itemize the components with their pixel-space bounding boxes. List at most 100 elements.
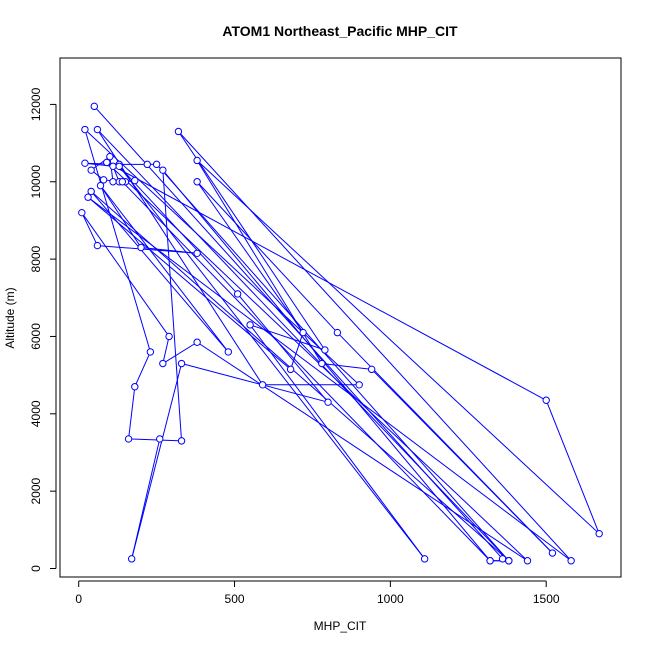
data-point bbox=[333, 328, 342, 337]
data-point bbox=[81, 125, 89, 134]
x-tick-label: 1500 bbox=[533, 592, 560, 606]
series-segment bbox=[84, 129, 360, 386]
data-point bbox=[109, 162, 117, 170]
y-tick-label: 4000 bbox=[29, 400, 43, 427]
data-point bbox=[93, 125, 102, 134]
series-segment bbox=[97, 129, 510, 562]
data-point bbox=[286, 365, 295, 374]
series-segment bbox=[196, 160, 600, 535]
series-segment bbox=[118, 165, 239, 295]
data-point bbox=[542, 396, 550, 404]
y-tick-label: 12000 bbox=[29, 87, 43, 121]
series-segment bbox=[128, 386, 136, 439]
data-point bbox=[159, 359, 167, 368]
series-segment bbox=[162, 170, 183, 441]
y-tick-label: 2000 bbox=[29, 477, 43, 504]
data-point bbox=[324, 398, 332, 406]
data-point bbox=[78, 208, 86, 217]
series-segment bbox=[118, 165, 426, 560]
series-segment bbox=[81, 212, 98, 246]
data-point bbox=[420, 555, 429, 563]
series-segment bbox=[100, 185, 142, 248]
data-point bbox=[321, 346, 329, 354]
data-point bbox=[595, 529, 603, 538]
data-point bbox=[567, 557, 575, 565]
data-point bbox=[152, 160, 161, 169]
series-segment bbox=[249, 324, 426, 560]
x-tick-label: 500 bbox=[225, 592, 245, 606]
data-point bbox=[224, 348, 233, 356]
series-points bbox=[78, 102, 603, 565]
data-point bbox=[193, 178, 201, 186]
data-point bbox=[146, 348, 155, 356]
data-point bbox=[124, 435, 133, 443]
data-point bbox=[159, 166, 167, 174]
data-point bbox=[81, 159, 89, 167]
series-segment bbox=[81, 212, 170, 337]
data-point bbox=[318, 359, 326, 368]
series-segment bbox=[131, 363, 183, 559]
data-point bbox=[367, 365, 376, 374]
data-point bbox=[233, 290, 242, 298]
series-segment bbox=[162, 336, 170, 364]
series-segment bbox=[196, 181, 338, 333]
data-point bbox=[299, 328, 307, 337]
series-segment bbox=[128, 438, 182, 442]
data-point bbox=[177, 359, 186, 368]
series-segment bbox=[100, 185, 229, 353]
data-point bbox=[115, 162, 123, 170]
data-point bbox=[258, 381, 267, 389]
data-point bbox=[193, 338, 201, 346]
data-point bbox=[246, 321, 254, 329]
y-tick-label: 6000 bbox=[29, 323, 43, 350]
series-segment bbox=[196, 341, 528, 562]
data-point bbox=[193, 249, 201, 258]
data-point bbox=[193, 156, 201, 165]
data-point bbox=[96, 181, 105, 190]
series-segment bbox=[156, 164, 510, 562]
series-segment bbox=[162, 341, 198, 364]
data-point bbox=[137, 243, 145, 252]
series-segment bbox=[321, 363, 372, 370]
series-segment bbox=[97, 245, 198, 254]
data-point bbox=[90, 102, 98, 111]
data-point bbox=[84, 193, 92, 201]
y-tick-label: 8000 bbox=[29, 245, 43, 272]
data-point bbox=[99, 176, 108, 184]
data-point bbox=[131, 383, 139, 391]
x-axis: 0 500 1000 1500 bbox=[75, 580, 560, 606]
series-segment bbox=[87, 196, 291, 370]
data-point bbox=[103, 158, 111, 167]
data-point bbox=[87, 187, 95, 196]
y-axis-label: Altitude (m) bbox=[3, 287, 17, 348]
data-point bbox=[498, 555, 507, 563]
series-segment bbox=[90, 191, 510, 562]
data-point bbox=[143, 160, 151, 169]
data-point bbox=[109, 178, 117, 186]
series-segment bbox=[134, 351, 151, 387]
data-point bbox=[118, 178, 127, 186]
series-segment bbox=[196, 181, 304, 333]
series-segment bbox=[249, 324, 326, 351]
series-segment bbox=[178, 131, 572, 562]
data-point bbox=[131, 176, 139, 185]
x-axis-label: MHP_CIT bbox=[314, 619, 367, 633]
data-point bbox=[156, 435, 164, 443]
y-axis: 0 2000 4000 6000 8000 10000 12000 bbox=[29, 87, 57, 572]
x-tick-label: 1000 bbox=[377, 592, 404, 606]
series-segment bbox=[84, 129, 151, 353]
y-tick-label: 0 bbox=[29, 565, 43, 572]
data-point bbox=[486, 557, 494, 565]
series-segment bbox=[106, 161, 547, 401]
series-segment bbox=[237, 293, 329, 403]
x-tick-label: 0 bbox=[75, 592, 82, 606]
data-point bbox=[93, 241, 102, 250]
data-point bbox=[355, 381, 363, 389]
data-point bbox=[165, 332, 173, 341]
data-point bbox=[177, 437, 186, 445]
series-segment bbox=[178, 131, 326, 351]
data-point bbox=[87, 166, 95, 174]
data-point bbox=[106, 152, 114, 161]
data-point bbox=[548, 549, 557, 557]
